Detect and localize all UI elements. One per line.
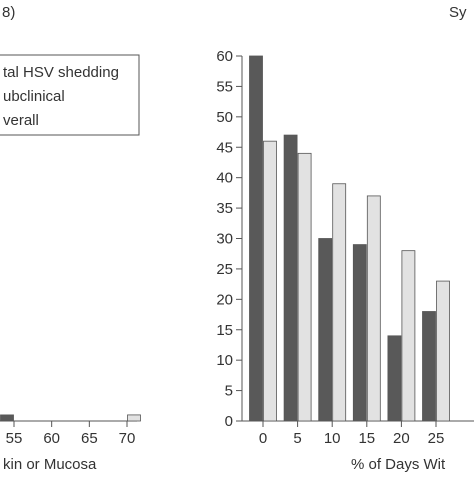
y-tick-label: 45 (216, 139, 233, 156)
bar (283, 134, 298, 422)
x-tick-label: 20 (393, 430, 410, 447)
bar (401, 250, 416, 422)
x-tick-label: 10 (324, 430, 341, 447)
y-tick-label: 0 (225, 413, 233, 430)
y-tick-label: 50 (216, 109, 233, 126)
legend-item-label: ubclinical (3, 88, 65, 105)
x-axis-label: kin or Mucosa (3, 456, 97, 473)
panel-label-left: 8) (2, 4, 15, 21)
left-chart: 55 60 65 70 kin or Mucosa (0, 414, 141, 473)
bar (297, 152, 312, 422)
x-tick-label: 25 (428, 430, 445, 447)
bar (263, 140, 277, 422)
bar (127, 414, 141, 422)
bar (366, 195, 381, 422)
legend-item-label: tal HSV shedding (3, 64, 119, 81)
y-tick-label: 25 (216, 261, 233, 278)
bar (318, 238, 333, 422)
y-tick-label: 20 (216, 291, 233, 308)
x-tick-label: 55 (6, 430, 23, 447)
y-tick-label: 40 (216, 170, 233, 187)
bar (422, 311, 436, 422)
bar (0, 414, 14, 422)
bar (249, 55, 263, 422)
bar (352, 244, 367, 422)
legend-item-label: verall (3, 112, 39, 129)
x-tick-label: 5 (293, 430, 301, 447)
bar (436, 280, 450, 422)
y-tick-label: 5 (225, 383, 233, 400)
x-tick-label: 0 (259, 430, 267, 447)
x-tick-label: 60 (43, 430, 60, 447)
panel-label-right: Sy (449, 4, 467, 21)
bar (332, 183, 347, 422)
y-tick-label: 30 (216, 231, 233, 248)
bar (387, 335, 402, 422)
x-tick-label: 15 (358, 430, 375, 447)
y-tick-label: 10 (216, 352, 233, 369)
y-tick-label: 55 (216, 78, 233, 95)
right-chart: 0 5 10 15 20 25 30 35 40 45 50 55 60 0 5 10 15 20 25 % of D… (216, 48, 474, 473)
legend-box (0, 54, 140, 136)
x-axis-label: % of Days Wit (351, 456, 446, 473)
x-tick-label: 65 (81, 430, 98, 447)
y-tick-label: 35 (216, 200, 233, 217)
y-tick-label: 15 (216, 322, 233, 339)
y-tick-label: 60 (216, 48, 233, 65)
x-tick-label: 70 (119, 430, 136, 447)
legend: tal HSV shedding ubclinical verall (0, 54, 140, 136)
